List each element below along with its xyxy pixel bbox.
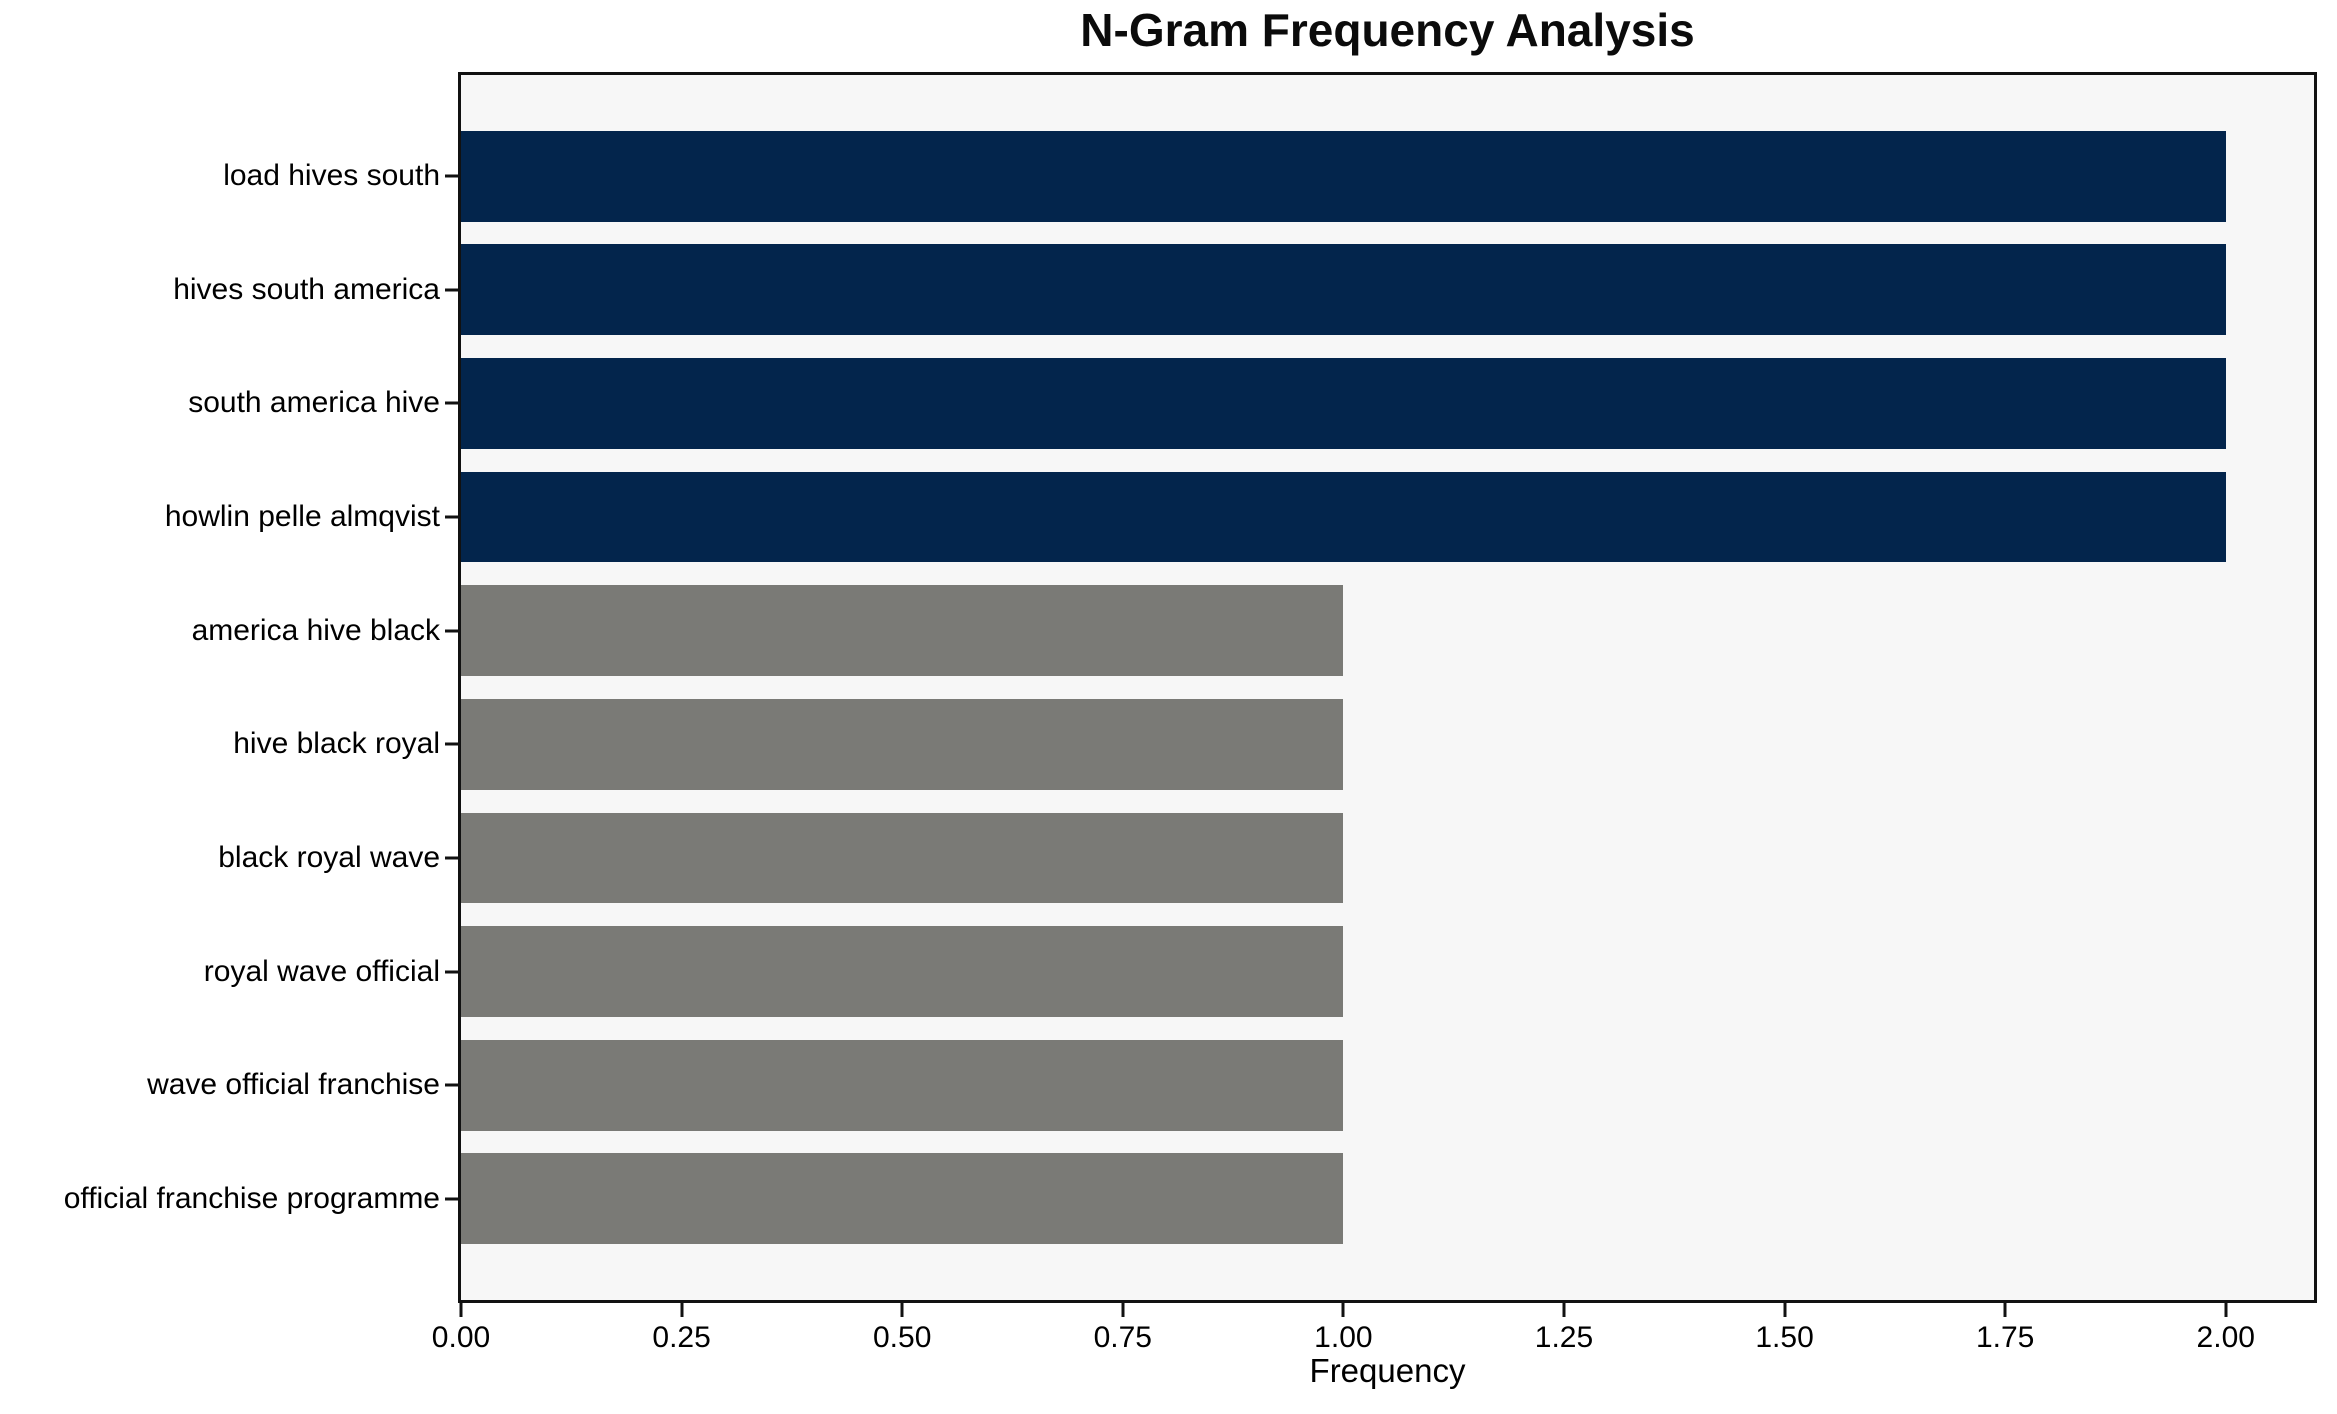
x-tick-mark <box>900 1303 904 1317</box>
bar <box>461 926 1344 1018</box>
y-tick-mark <box>445 970 458 974</box>
y-tick-label: black royal wave <box>218 840 440 874</box>
y-axis-tick-marks <box>445 75 458 1300</box>
x-tick-label: 0.00 <box>431 1321 491 1354</box>
x-axis: 0.00 0.25 0.50 0.75 1.00 1.25 1.50 1.75 2.00 <box>432 1303 2314 1373</box>
y-tick-label: load hives south <box>223 159 440 193</box>
x-tick-mark <box>2003 1303 2007 1317</box>
bar <box>461 357 2226 449</box>
bar <box>461 1153 1344 1245</box>
x-tick-label: 0.50 <box>872 1321 932 1354</box>
y-tick-mark <box>445 856 458 860</box>
y-tick-label: wave official franchise <box>147 1068 440 1102</box>
x-tick-mark <box>1341 1303 1345 1317</box>
bar <box>461 812 1344 904</box>
bar <box>461 698 1344 790</box>
chart-title: N-Gram Frequency Analysis <box>1080 4 1695 56</box>
x-tick-label: 2.00 <box>2196 1321 2255 1354</box>
bars-container <box>461 75 2314 1300</box>
plot-area <box>458 72 2317 1303</box>
y-tick-label: south america hive <box>188 386 440 420</box>
y-tick-mark <box>445 1083 458 1087</box>
y-tick-label: hives south america <box>173 272 440 306</box>
x-tick-mark <box>1562 1303 1566 1317</box>
bar <box>461 585 1344 677</box>
y-tick-mark <box>445 174 458 178</box>
y-tick-mark <box>445 629 458 633</box>
x-tick-mark <box>1783 1303 1787 1317</box>
bar <box>461 1039 1344 1131</box>
y-tick-mark <box>445 1197 458 1201</box>
bar <box>461 244 2226 336</box>
y-tick-mark <box>445 515 458 519</box>
x-tick-mark <box>459 1303 463 1317</box>
x-tick-label: 1.00 <box>1314 1321 1373 1354</box>
x-tick-label: 1.75 <box>1975 1321 2035 1354</box>
y-axis-labels: load hives south hives south america south… <box>0 75 440 1300</box>
x-tick-label: 0.75 <box>1093 1321 1152 1354</box>
y-tick-mark <box>445 401 458 405</box>
y-tick-label: howlin pelle almqvist <box>164 500 440 534</box>
y-tick-label: official franchise programme <box>63 1181 440 1215</box>
x-tick-mark <box>1121 1303 1125 1317</box>
y-tick-mark <box>445 742 458 746</box>
bar <box>461 471 2226 563</box>
x-tick-mark <box>2224 1303 2228 1317</box>
x-tick-label: 0.25 <box>652 1321 711 1354</box>
y-tick-label: royal wave official <box>203 954 440 988</box>
x-axis-title: Frequency <box>1309 1352 1466 1389</box>
x-tick-mark <box>680 1303 684 1317</box>
y-tick-label: america hive black <box>191 613 440 647</box>
x-tick-label: 1.25 <box>1534 1321 1594 1354</box>
y-tick-mark <box>445 288 458 292</box>
x-tick-label: 1.50 <box>1755 1321 1814 1354</box>
y-tick-label: hive black royal <box>233 727 440 761</box>
bar <box>461 130 2226 222</box>
